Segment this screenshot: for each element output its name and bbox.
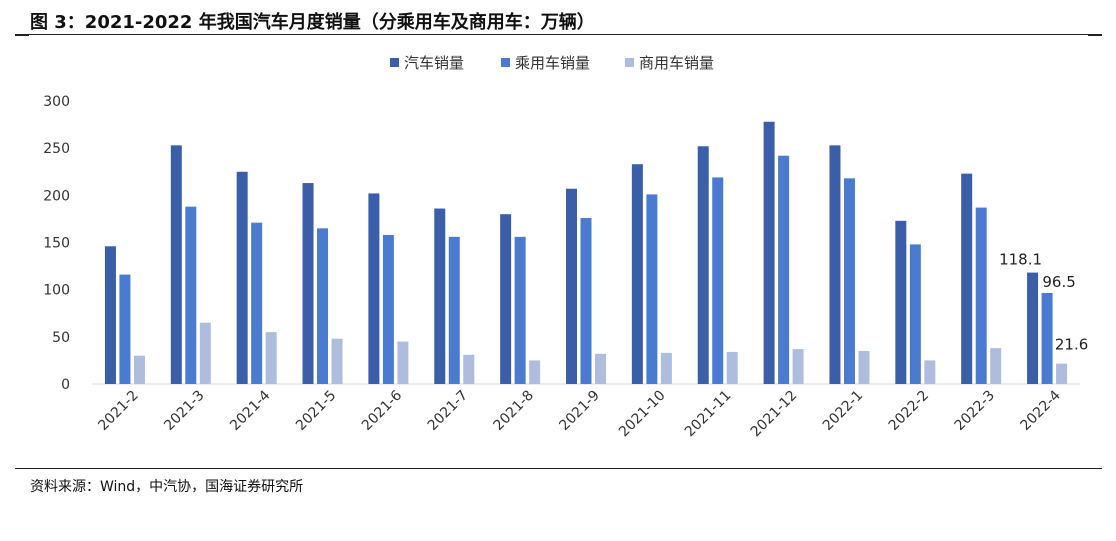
y-tick-label: 150 [43,236,70,252]
bar-3-2021-2 [133,355,145,384]
bar-1-2021-9 [566,188,577,384]
bar-1-2022-4 [1027,272,1039,384]
bar-3-2021-3 [199,322,211,384]
bar-1-2021-2 [104,246,116,384]
bar-3-2021-12 [792,349,804,384]
data-label: 118.1 [999,251,1042,269]
y-tick-label: 100 [43,283,70,299]
bar-3-2021-9 [595,353,606,384]
x-tick-label: 2021-5 [293,388,339,434]
x-tick-label: 2021-2 [95,388,141,434]
bar-3-2021-4 [265,332,277,384]
top-divider [15,34,1102,35]
bar-2-2022-1 [843,178,855,384]
x-tick-label: 2021-8 [491,388,537,434]
source-note: 资料来源：Wind，中汽协，国海证券研究所 [30,479,304,495]
x-tick-label: 2022-1 [820,388,866,434]
bar-3-2022-4 [1056,363,1068,384]
bar-1-2021-4 [236,171,248,384]
data-label: 21.6 [1055,336,1088,354]
bar-1-2021-6 [368,193,380,384]
page-title: 图 3：2021-2022 年我国汽车月度销量（分乘用车及商用车：万辆） [30,12,595,33]
x-tick-label: 2021-6 [359,387,405,433]
bar-2-2021-2 [119,274,131,384]
bar-2-2022-2 [909,244,921,384]
y-tick-label: 300 [43,94,70,110]
bar-2-2021-4 [251,222,263,384]
legend-swatch [625,58,634,67]
bar-2-2021-11 [712,177,724,384]
x-tick-label: 2022-2 [886,388,932,434]
y-tick-label: 250 [43,141,70,157]
bar-1-2022-3 [961,173,973,384]
bar-1-2021-3 [170,145,182,384]
y-tick-label: 200 [43,188,70,204]
bar-2-2021-10 [646,194,658,384]
bar-3-2021-11 [726,351,738,384]
bar-2-2021-3 [185,206,197,384]
x-tick-label: 2021-4 [227,387,273,433]
bar-2-2022-3 [975,207,987,384]
bar-1-2021-7 [434,208,446,384]
x-tick-label: 2022-4 [1018,387,1064,433]
top-right-tick [1088,34,1102,36]
x-tick-label: 2021-12 [748,388,801,441]
bar-1-2021-11 [697,146,709,384]
x-tick-label: 2021-9 [556,388,602,434]
bar-1-2021-12 [763,121,775,385]
bar-3-2021-6 [397,341,409,384]
bar-3-2021-8 [529,360,541,384]
bar-3-2022-3 [990,348,1002,384]
x-tick-label: 2021-11 [682,388,735,441]
bar-3-2022-1 [858,350,870,384]
bar-1-2021-10 [631,164,643,384]
data-label: 96.5 [1042,273,1075,291]
x-tick-label: 2022-3 [952,388,998,434]
bar-1-2022-1 [829,145,841,384]
bar-3-2021-10 [660,352,672,384]
bar-1-2022-2 [895,220,907,384]
x-tick-label: 2021-7 [425,388,471,434]
x-tick-label: 2021-10 [616,388,669,441]
bar-2-2021-9 [580,217,592,384]
bar-2-2021-12 [778,155,790,384]
bar-2-2021-6 [382,234,394,384]
legend-label: 乘用车销量 [515,54,590,72]
legend-label: 汽车销量 [404,54,464,72]
bar-3-2022-2 [924,360,936,384]
bar-2-2021-8 [514,236,526,384]
legend-swatch [501,58,510,67]
bar-1-2021-8 [500,214,512,384]
x-tick-label: 2021-3 [161,388,207,434]
bottom-divider [15,468,1102,469]
legend-swatch [390,58,399,67]
bar-2-2022-4 [1041,292,1053,384]
y-tick-label: 50 [52,330,70,346]
bar-3-2021-7 [463,354,475,384]
bar-2-2021-5 [317,228,329,384]
bar-3-2021-5 [331,338,343,384]
bar-2-2021-7 [448,236,460,384]
bar-1-2021-5 [302,183,314,384]
top-left-tick [15,34,29,36]
y-tick-label: 0 [61,377,70,393]
legend-label: 商用车销量 [639,54,714,72]
